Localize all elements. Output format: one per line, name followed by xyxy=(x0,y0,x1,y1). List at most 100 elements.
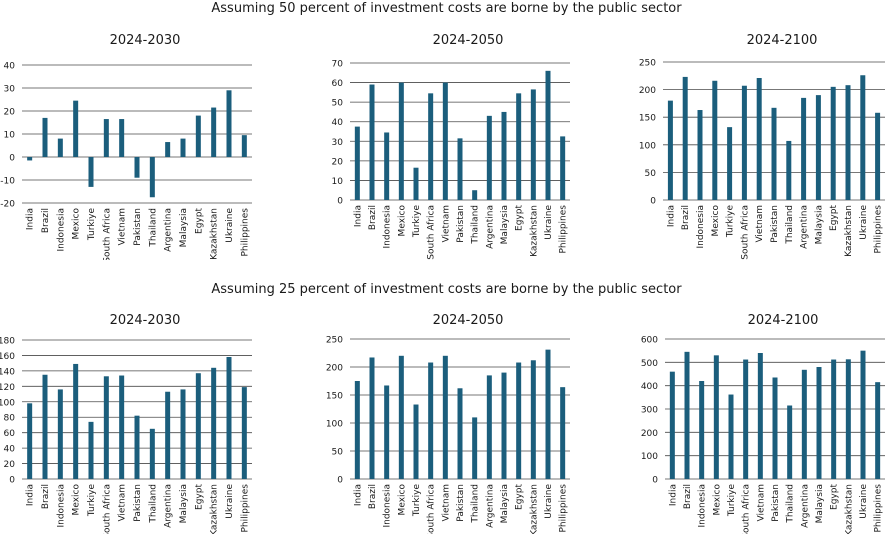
bar-pakistan xyxy=(457,388,463,479)
bar-india xyxy=(27,403,33,479)
x-tick-label: Philippines xyxy=(240,208,250,257)
x-tick-label: Egypt xyxy=(515,205,525,231)
y-tick-label: 250 xyxy=(639,59,656,69)
x-tick-label: Argentina xyxy=(485,484,495,528)
x-tick-label: Ukraine xyxy=(544,205,554,240)
y-tick-label: 0 xyxy=(337,476,343,486)
x-tick-label: South Africa xyxy=(427,484,437,534)
y-tick-label: 20 xyxy=(4,108,16,118)
x-tick-label: South Africa xyxy=(102,484,112,534)
bar-thailand xyxy=(786,140,792,200)
bar-indonesia xyxy=(57,389,63,479)
y-tick-label: 40 xyxy=(4,62,16,72)
bar-ukraine xyxy=(226,356,232,479)
bar-egypt xyxy=(516,93,522,200)
x-tick-label: Turkiye xyxy=(727,484,737,518)
x-tick-label: India xyxy=(666,205,676,227)
bar-pakistan xyxy=(771,107,777,200)
bar-pakistan xyxy=(134,157,140,178)
bar-mexico xyxy=(73,100,79,157)
bar-kazakhstan xyxy=(530,360,536,479)
y-tick-label: 120 xyxy=(0,383,15,393)
bar-argentina xyxy=(801,97,807,200)
y-tick-label: -10 xyxy=(0,177,15,187)
x-tick-label: Vietnam xyxy=(441,484,451,522)
bar-argentina xyxy=(486,115,492,200)
chart-bottom-2024-2050: 2024-2050 0 50 100 150 200 250 India Brazil Indon… xyxy=(326,313,570,534)
x-tick-label: Vietnam xyxy=(118,208,128,246)
x-tick-label: Brazil xyxy=(681,205,691,230)
x-tick-label: Ukraine xyxy=(544,484,554,519)
bar-kazakhstan xyxy=(211,107,217,157)
x-tick-label: South Africa xyxy=(102,208,112,260)
x-tick-label: Thailand xyxy=(148,484,158,524)
y-tick-label: 100 xyxy=(639,141,656,151)
x-tick-label: Pakistan xyxy=(770,205,780,243)
y-tick-label: 250 xyxy=(326,336,343,346)
x-tick-label: Philippines xyxy=(559,205,569,254)
chart-bottom-2024-2100: 2024-2100 0 100 200 300 400 500 600 India Brazil I… xyxy=(641,313,885,534)
x-tick-label: Pakistan xyxy=(456,205,466,243)
chart-title: 2024-2030 xyxy=(110,313,181,328)
y-tick-label: 30 xyxy=(4,85,16,95)
bar-ukraine xyxy=(860,75,866,200)
y-tick-label: 0 xyxy=(337,197,343,207)
y-tick-label: 160 xyxy=(0,352,15,362)
x-tick-label: Vietnam xyxy=(118,484,128,522)
y-tick-label: -20 xyxy=(0,200,15,210)
x-tick-label: Turkiye xyxy=(87,208,97,242)
x-tick-label: India xyxy=(353,484,363,506)
y-tick-label: 50 xyxy=(332,99,344,109)
x-tick-label: Argentina xyxy=(164,484,174,528)
x-tick-label: Ukraine xyxy=(225,484,235,519)
bar-argentina xyxy=(165,391,171,479)
x-tick-label: Egypt xyxy=(194,484,204,510)
bar-argentina xyxy=(165,142,171,157)
x-tick-label: Vietnam xyxy=(756,484,766,522)
x-tick-label: Brazil xyxy=(41,484,51,509)
y-tick-label: 60 xyxy=(4,429,16,439)
y-tick-label: 150 xyxy=(326,392,343,402)
chart-title: 2024-2050 xyxy=(433,33,504,48)
x-tick-label: Thailand xyxy=(786,484,796,524)
y-tick-label: 20 xyxy=(332,157,344,167)
y-tick-label: 140 xyxy=(0,367,15,377)
bar-south-africa xyxy=(428,362,434,479)
y-tick-label: 40 xyxy=(4,445,16,455)
bar-malaysia xyxy=(501,372,507,479)
bar-brazil xyxy=(369,84,375,200)
bar-vietnam xyxy=(119,119,125,157)
bar-egypt xyxy=(516,362,522,479)
x-tick-label: Philippines xyxy=(559,484,569,533)
x-tick-label: Kazakhstan xyxy=(844,484,854,534)
x-tick-label: South Africa xyxy=(427,205,437,260)
x-tick-label: South Africa xyxy=(740,205,750,260)
chart-top-2024-2050: 2024-2050 0 10 20 30 40 50 60 70 India Brazil Indon… xyxy=(332,33,570,260)
x-tick-label: Thailand xyxy=(471,484,481,524)
bar-turkiye xyxy=(413,404,419,479)
bar-kazakhstan xyxy=(845,85,851,200)
bar-indonesia xyxy=(57,138,63,157)
bar-thailand xyxy=(472,190,478,200)
bar-thailand xyxy=(149,157,155,198)
x-tick-label: Turkiye xyxy=(87,484,97,518)
x-tick-label: Argentina xyxy=(164,208,174,252)
chart-bottom-2024-2030: 2024-2030 0 20 40 60 80 100 120 140 160 180 India Br… xyxy=(0,313,252,534)
y-tick-label: 0 xyxy=(9,154,15,164)
chart-top-2024-2030: 2024-2030 -20 -10 0 10 20 30 40 India Brazil Indon… xyxy=(0,33,252,260)
x-tick-label: India xyxy=(26,484,36,506)
bar-ukraine xyxy=(545,349,551,479)
x-tick-label: Egypt xyxy=(829,205,839,231)
x-tick-label: India xyxy=(353,205,363,227)
chart-title: 2024-2100 xyxy=(747,33,818,48)
bar-thailand xyxy=(149,428,155,479)
bar-brazil xyxy=(684,351,690,479)
x-tick-label: India xyxy=(668,484,678,506)
bar-philippines xyxy=(560,136,566,200)
y-tick-label: 300 xyxy=(641,406,658,416)
x-tick-label: Pakistan xyxy=(133,208,143,246)
y-tick-label: 200 xyxy=(641,429,658,439)
x-tick-label: Argentina xyxy=(800,484,810,528)
x-tick-label: Mexico xyxy=(72,484,82,516)
bar-south-africa xyxy=(103,376,109,479)
